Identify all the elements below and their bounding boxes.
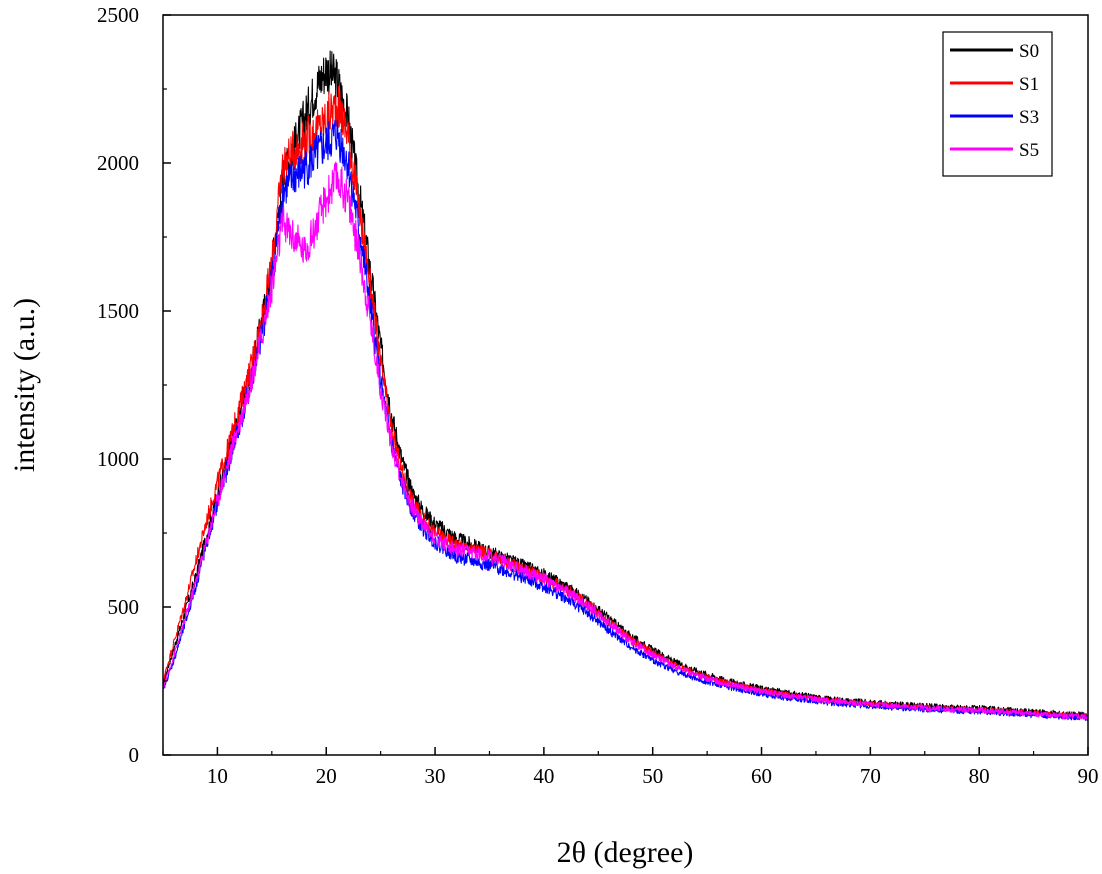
y-tick-label: 500	[108, 595, 140, 619]
x-tick-label: 20	[316, 764, 337, 788]
x-tick-label: 40	[533, 764, 554, 788]
series-line-S5	[163, 161, 1088, 720]
x-axis-title: 2θ (degree)	[557, 836, 694, 869]
y-tick-label: 0	[129, 743, 140, 767]
x-tick-label: 90	[1078, 764, 1099, 788]
y-tick-label: 2500	[97, 3, 139, 27]
y-tick-label: 2000	[97, 151, 139, 175]
x-tick-label: 60	[751, 764, 772, 788]
legend-label: S1	[1019, 74, 1039, 95]
x-tick-label: 70	[860, 764, 881, 788]
y-axis-title: intensity (a.u.)	[8, 298, 41, 472]
series-line-S1	[163, 85, 1088, 720]
legend: S0 S1 S3 S5	[942, 31, 1053, 177]
legend-label: S5	[1019, 140, 1039, 161]
series-layer	[163, 50, 1088, 721]
x-tick-label: 30	[425, 764, 446, 788]
y-tick-label: 1500	[97, 299, 139, 323]
y-axis: 0 500 1000 1500 2000 2500	[97, 3, 171, 767]
x-tick-label: 50	[642, 764, 663, 788]
x-tick-label: 10	[207, 764, 228, 788]
x-axis: 10 20 30 40 50 60 70 80 90	[162, 747, 1099, 788]
legend-label: S0	[1019, 41, 1039, 62]
y-tick-label: 1000	[97, 447, 139, 471]
x-tick-label: 80	[969, 764, 990, 788]
legend-label: S3	[1019, 107, 1039, 128]
legend-box	[942, 31, 1053, 177]
